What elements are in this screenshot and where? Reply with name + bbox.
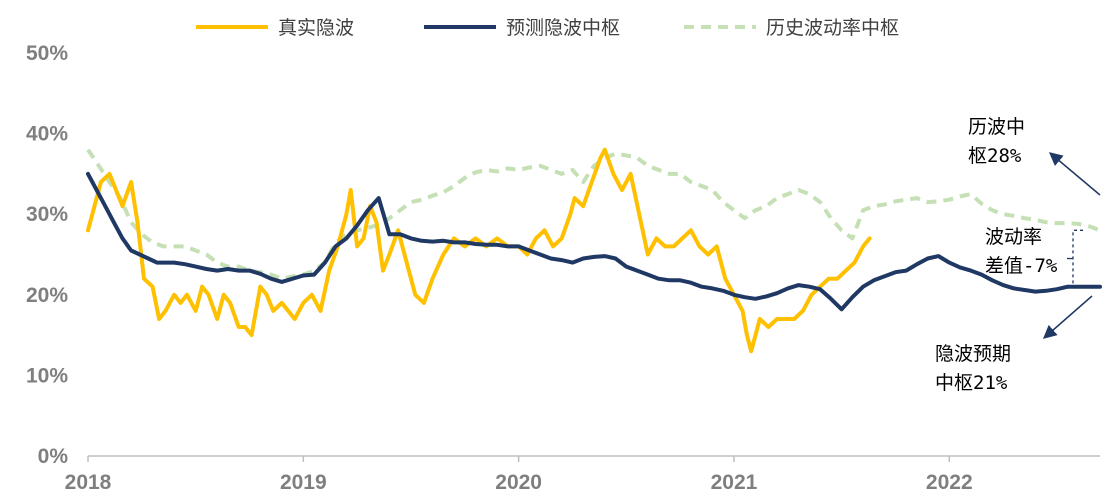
historical-vol-center-line bbox=[86, 148, 1101, 281]
x-tick-label: 2020 bbox=[495, 471, 542, 494]
predicted-iv-center-line bbox=[86, 171, 1102, 312]
y-axis: 0% 10% 20% 30% 40% 50% bbox=[26, 42, 68, 468]
y-tick-label: 50% bbox=[26, 42, 68, 65]
legend-label: 预测隐波中枢 bbox=[506, 17, 620, 39]
arrow-to-historical-label bbox=[1048, 152, 1101, 196]
spread-bracket bbox=[1072, 229, 1083, 288]
real-iv-line bbox=[86, 147, 872, 354]
legend-real-iv: 真实隐波 bbox=[196, 17, 354, 39]
x-tick-label: 2018 bbox=[65, 471, 112, 494]
plot-area bbox=[86, 147, 1102, 354]
x-axis: 2018 2019 2020 2021 2022 bbox=[65, 455, 1100, 494]
y-tick-label: 40% bbox=[26, 123, 68, 146]
legend: 真实隐波 预测隐波中枢 历史波动率中枢 bbox=[196, 17, 899, 39]
arrow-to-predicted-label bbox=[1042, 295, 1093, 339]
y-tick-label: 20% bbox=[26, 284, 68, 307]
x-tick-label: 2022 bbox=[926, 471, 973, 494]
annotation-text: 枢28% bbox=[968, 145, 1022, 167]
legend-label: 真实隐波 bbox=[278, 17, 354, 39]
legend-predicted-iv-center: 预测隐波中枢 bbox=[424, 17, 620, 39]
annotation-text: 隐波预期 bbox=[935, 343, 1011, 365]
annotation-text: 历波中 bbox=[968, 116, 1025, 138]
annotation-text: 差值-7% bbox=[985, 255, 1058, 277]
annotation-text: 中枢21% bbox=[935, 372, 1008, 394]
legend-label: 历史波动率中枢 bbox=[766, 17, 899, 39]
annotation-text: 波动率 bbox=[985, 226, 1042, 248]
legend-historical-vol-center: 历史波动率中枢 bbox=[684, 17, 899, 39]
x-tick-label: 2019 bbox=[280, 471, 327, 494]
y-tick-label: 30% bbox=[26, 203, 68, 226]
x-tick-label: 2021 bbox=[711, 471, 758, 494]
y-tick-label: 10% bbox=[26, 364, 68, 387]
y-tick-label: 0% bbox=[38, 445, 69, 468]
